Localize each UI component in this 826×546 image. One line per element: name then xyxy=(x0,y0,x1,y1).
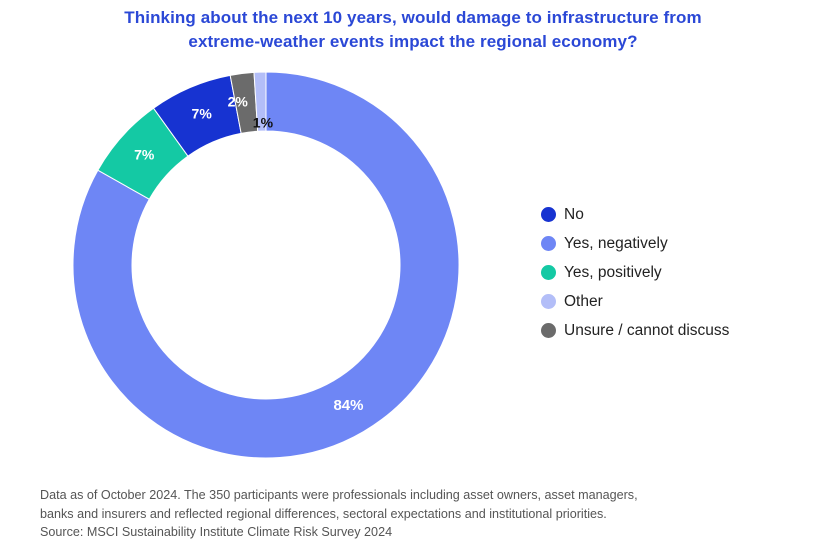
legend-label-yes-positively: Yes, positively xyxy=(564,263,662,281)
donut-chart: 84% 7% 7% 2%1% xyxy=(72,71,460,459)
footnote-line-1: Data as of October 2024. The 350 partici… xyxy=(40,488,638,502)
footnote: Data as of October 2024. The 350 partici… xyxy=(40,486,820,542)
legend-item-unsure: Unsure / cannot discuss xyxy=(541,316,821,345)
legend-swatch-yes-negatively xyxy=(541,236,556,251)
chart-title-line-1: Thinking about the next 10 years, would … xyxy=(124,8,702,27)
legend-label-no: No xyxy=(564,205,584,223)
donut-label-no: 7% xyxy=(192,105,213,121)
donut-slice-labels: 84% 7% 7% 2%1% xyxy=(134,93,363,414)
donut-label-unsure-cannot-discuss: 2% xyxy=(228,93,249,109)
chart-legend: No Yes, negatively Yes, positively Other… xyxy=(541,200,821,345)
chart-title: Thinking about the next 10 years, would … xyxy=(0,6,826,54)
donut-slices xyxy=(72,71,460,459)
legend-item-yes-positively: Yes, positively xyxy=(541,258,821,287)
legend-item-no: No xyxy=(541,200,821,229)
chart-title-line-2: extreme-weather events impact the region… xyxy=(188,32,638,51)
legend-swatch-no xyxy=(541,207,556,222)
legend-swatch-unsure xyxy=(541,323,556,338)
legend-swatch-yes-positively xyxy=(541,265,556,280)
footnote-line-3: Source: MSCI Sustainability Institute Cl… xyxy=(40,525,393,539)
donut-slice-yes-negatively xyxy=(72,71,460,459)
legend-item-yes-negatively: Yes, negatively xyxy=(541,229,821,258)
legend-swatch-other xyxy=(541,294,556,309)
legend-label-yes-negatively: Yes, negatively xyxy=(564,234,668,252)
donut-slice-other xyxy=(253,71,267,132)
legend-item-other: Other xyxy=(541,287,821,316)
legend-label-unsure: Unsure / cannot discuss xyxy=(564,321,730,339)
footnote-line-2: banks and insurers and reflected regiona… xyxy=(40,506,607,521)
donut-label-yes-positively: 7% xyxy=(134,147,155,163)
legend-label-other: Other xyxy=(564,292,603,310)
donut-label-other: 1% xyxy=(253,114,274,130)
donut-label-yes-negatively: 84% xyxy=(333,397,363,414)
